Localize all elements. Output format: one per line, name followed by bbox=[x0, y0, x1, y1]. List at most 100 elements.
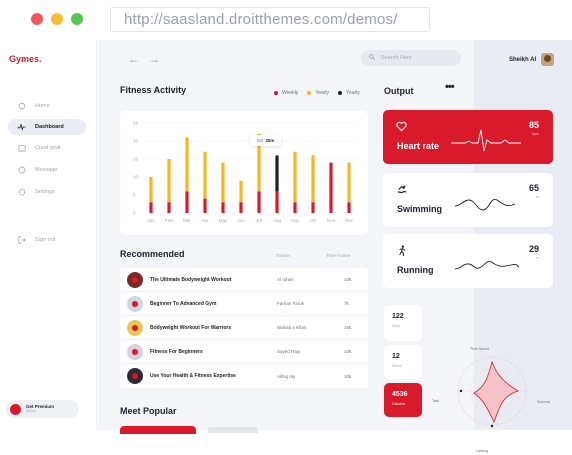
bar-mar-series-0[interactable] bbox=[185, 191, 189, 213]
bar-aug-series-2[interactable] bbox=[275, 155, 279, 192]
browser-bar: http://saasland.droitthemes.com/demos/ bbox=[0, 0, 572, 40]
bar-dec-series-1[interactable] bbox=[347, 162, 351, 203]
sidebar-item-dashboard[interactable]: Dashboard bbox=[8, 119, 86, 135]
gear-icon bbox=[17, 188, 26, 197]
table-row[interactable]: Use Your Health & Fitness Expertise Alih… bbox=[120, 364, 368, 388]
legend-item[interactable]: Weekly bbox=[274, 90, 298, 96]
table-row[interactable]: Bodyweight Workout For Warriors Wahab x … bbox=[120, 316, 368, 340]
bar-sep-series-1[interactable] bbox=[293, 151, 297, 203]
avatar bbox=[541, 53, 555, 66]
trainer-name: Alihiq oty bbox=[277, 373, 296, 379]
sidebar-item-message[interactable]: Message bbox=[8, 162, 86, 178]
bar-apr-series-0[interactable] bbox=[203, 198, 207, 213]
bar-sep-series-0[interactable] bbox=[293, 202, 297, 213]
bar-jul-series-1[interactable] bbox=[257, 133, 261, 192]
metric-unit: m bbox=[536, 195, 539, 199]
metric-value: 65 bbox=[528, 183, 539, 193]
minimize-window-button[interactable] bbox=[51, 13, 63, 25]
heart-rate-wave bbox=[451, 129, 521, 152]
days-stat[interactable]: 122 Days bbox=[384, 305, 422, 341]
address-bar[interactable]: http://saasland.droitthemes.com/demos/ bbox=[110, 7, 430, 32]
bar-aug-series-0[interactable] bbox=[275, 191, 279, 213]
x-tick-label: Aug bbox=[273, 218, 282, 223]
logo: Gymes. bbox=[9, 54, 42, 64]
metric-unit: m bbox=[536, 256, 539, 260]
bar-mar-series-1[interactable] bbox=[185, 137, 189, 192]
sidebar-item-label: Settings bbox=[35, 189, 55, 195]
sidebar-item-label: Message bbox=[35, 167, 58, 173]
hours-stat[interactable]: 12 Hours bbox=[384, 345, 422, 379]
running-card[interactable]: Running 29 m bbox=[383, 234, 553, 288]
more-options-icon[interactable]: ••• bbox=[445, 81, 455, 93]
sidebar-item-settings[interactable]: Settings bbox=[8, 184, 86, 200]
bar-jan-series-0[interactable] bbox=[149, 202, 153, 213]
x-tick-label: Nov bbox=[327, 218, 336, 223]
x-tick-label: Sep bbox=[291, 218, 300, 223]
fitness-chart-card: 0 5 10 15 20 25 Jan Feb Mar Apr May Jun Jul Aug Sep Oct… bbox=[120, 111, 368, 235]
back-arrow-icon[interactable]: ← bbox=[128, 52, 148, 66]
premium-price: $30/m bbox=[26, 409, 36, 413]
radar-label-success: Success bbox=[537, 400, 551, 404]
bar-feb-series-0[interactable] bbox=[167, 202, 171, 213]
history-nav: ←→ bbox=[128, 52, 168, 66]
workout-title: Fitness For Beginners bbox=[150, 348, 203, 355]
workout-thumbnail bbox=[127, 271, 143, 288]
close-window-button[interactable] bbox=[31, 13, 43, 25]
performance-radar bbox=[430, 340, 560, 450]
sidebar-item-sign-out[interactable]: Sign out bbox=[8, 232, 86, 248]
heart-rate-card[interactable]: Heart rate 85 bpm bbox=[383, 110, 553, 164]
radar-label-lacking: Lacking bbox=[476, 449, 489, 453]
forward-arrow-icon[interactable]: → bbox=[148, 52, 168, 66]
calories-stat[interactable]: 4536 Calories bbox=[384, 383, 422, 417]
sidebar-item-home[interactable]: Home bbox=[8, 98, 86, 114]
stat-value: 12 bbox=[392, 353, 400, 360]
fitness-bar-chart: 0 5 10 15 20 25 Jan Feb Mar Apr May Jun Jul Aug Sep Oct… bbox=[133, 121, 358, 223]
column-header-trainer[interactable]: Trainer bbox=[276, 253, 291, 258]
column-header-time-frame[interactable]: Time Frame bbox=[326, 253, 351, 258]
bar-jun-series-1[interactable] bbox=[239, 180, 243, 203]
bar-apr-series-1[interactable] bbox=[203, 151, 207, 199]
bar-jun-series-0[interactable] bbox=[239, 202, 243, 213]
bar-oct-series-1[interactable] bbox=[311, 155, 315, 203]
table-row[interactable]: Beginner To Advanced Gym Farhan Farok 7k bbox=[120, 292, 368, 316]
bar-oct-series-0[interactable] bbox=[311, 202, 315, 213]
bar-feb-series-1[interactable] bbox=[167, 159, 171, 203]
user-profile[interactable]: Sheikh Al bbox=[509, 53, 555, 66]
stat-value: 122 bbox=[392, 313, 404, 320]
legend-item[interactable]: Yearly bbox=[307, 90, 329, 96]
radar-label-task: Task bbox=[432, 399, 440, 403]
calendar-icon bbox=[17, 144, 26, 153]
bar-nov-series-0[interactable] bbox=[329, 162, 333, 213]
y-tick-label: 25 bbox=[133, 121, 139, 126]
bar-jan-series-1[interactable] bbox=[149, 177, 153, 203]
x-tick-label: Jun bbox=[237, 218, 245, 223]
bar-may-series-1[interactable] bbox=[221, 162, 225, 203]
bar-may-series-0[interactable] bbox=[221, 202, 225, 213]
fitness-activity-title: Fitness Activity bbox=[120, 85, 187, 95]
popular-card[interactable] bbox=[208, 427, 258, 433]
output-title: Output bbox=[384, 86, 414, 96]
search-input[interactable]: Search Here bbox=[361, 50, 461, 66]
maximize-window-button[interactable] bbox=[71, 13, 83, 25]
sidebar-item-label: Dashboard bbox=[35, 124, 64, 130]
stat-label: Hours bbox=[392, 364, 402, 368]
workout-title: The Ultimate Bodyweight Workout bbox=[150, 276, 232, 283]
get-premium-button[interactable]: Get Premium $30/m bbox=[6, 400, 79, 418]
metric-value: 29 bbox=[528, 244, 539, 254]
legend-item[interactable]: Yearly bbox=[338, 90, 360, 96]
sign-out-icon bbox=[17, 236, 26, 245]
table-row[interactable]: The Ultimate Bodyweight Workout Al rahan… bbox=[120, 268, 368, 292]
stat-label: Calories bbox=[392, 402, 405, 406]
bar-jul-series-0[interactable] bbox=[257, 191, 261, 213]
workout-thumbnail bbox=[127, 368, 143, 384]
bar-dec-series-0[interactable] bbox=[347, 202, 351, 213]
tooltip-value: 20m bbox=[265, 138, 275, 143]
workout-thumbnail bbox=[127, 295, 143, 312]
swimming-card[interactable]: Swimming 65 m bbox=[383, 173, 553, 227]
workout-title: Bodyweight Workout For Warriors bbox=[150, 324, 232, 331]
popular-card[interactable] bbox=[120, 426, 196, 434]
sidebar-item-create-goal[interactable]: Creat goal bbox=[8, 140, 86, 156]
sidebar: Gymes. Home Dashboard Creat goal Message bbox=[0, 40, 97, 430]
metric-label: Running bbox=[397, 265, 434, 275]
table-row[interactable]: Fitness For Beginners Sayed Raju 10k bbox=[120, 340, 368, 364]
